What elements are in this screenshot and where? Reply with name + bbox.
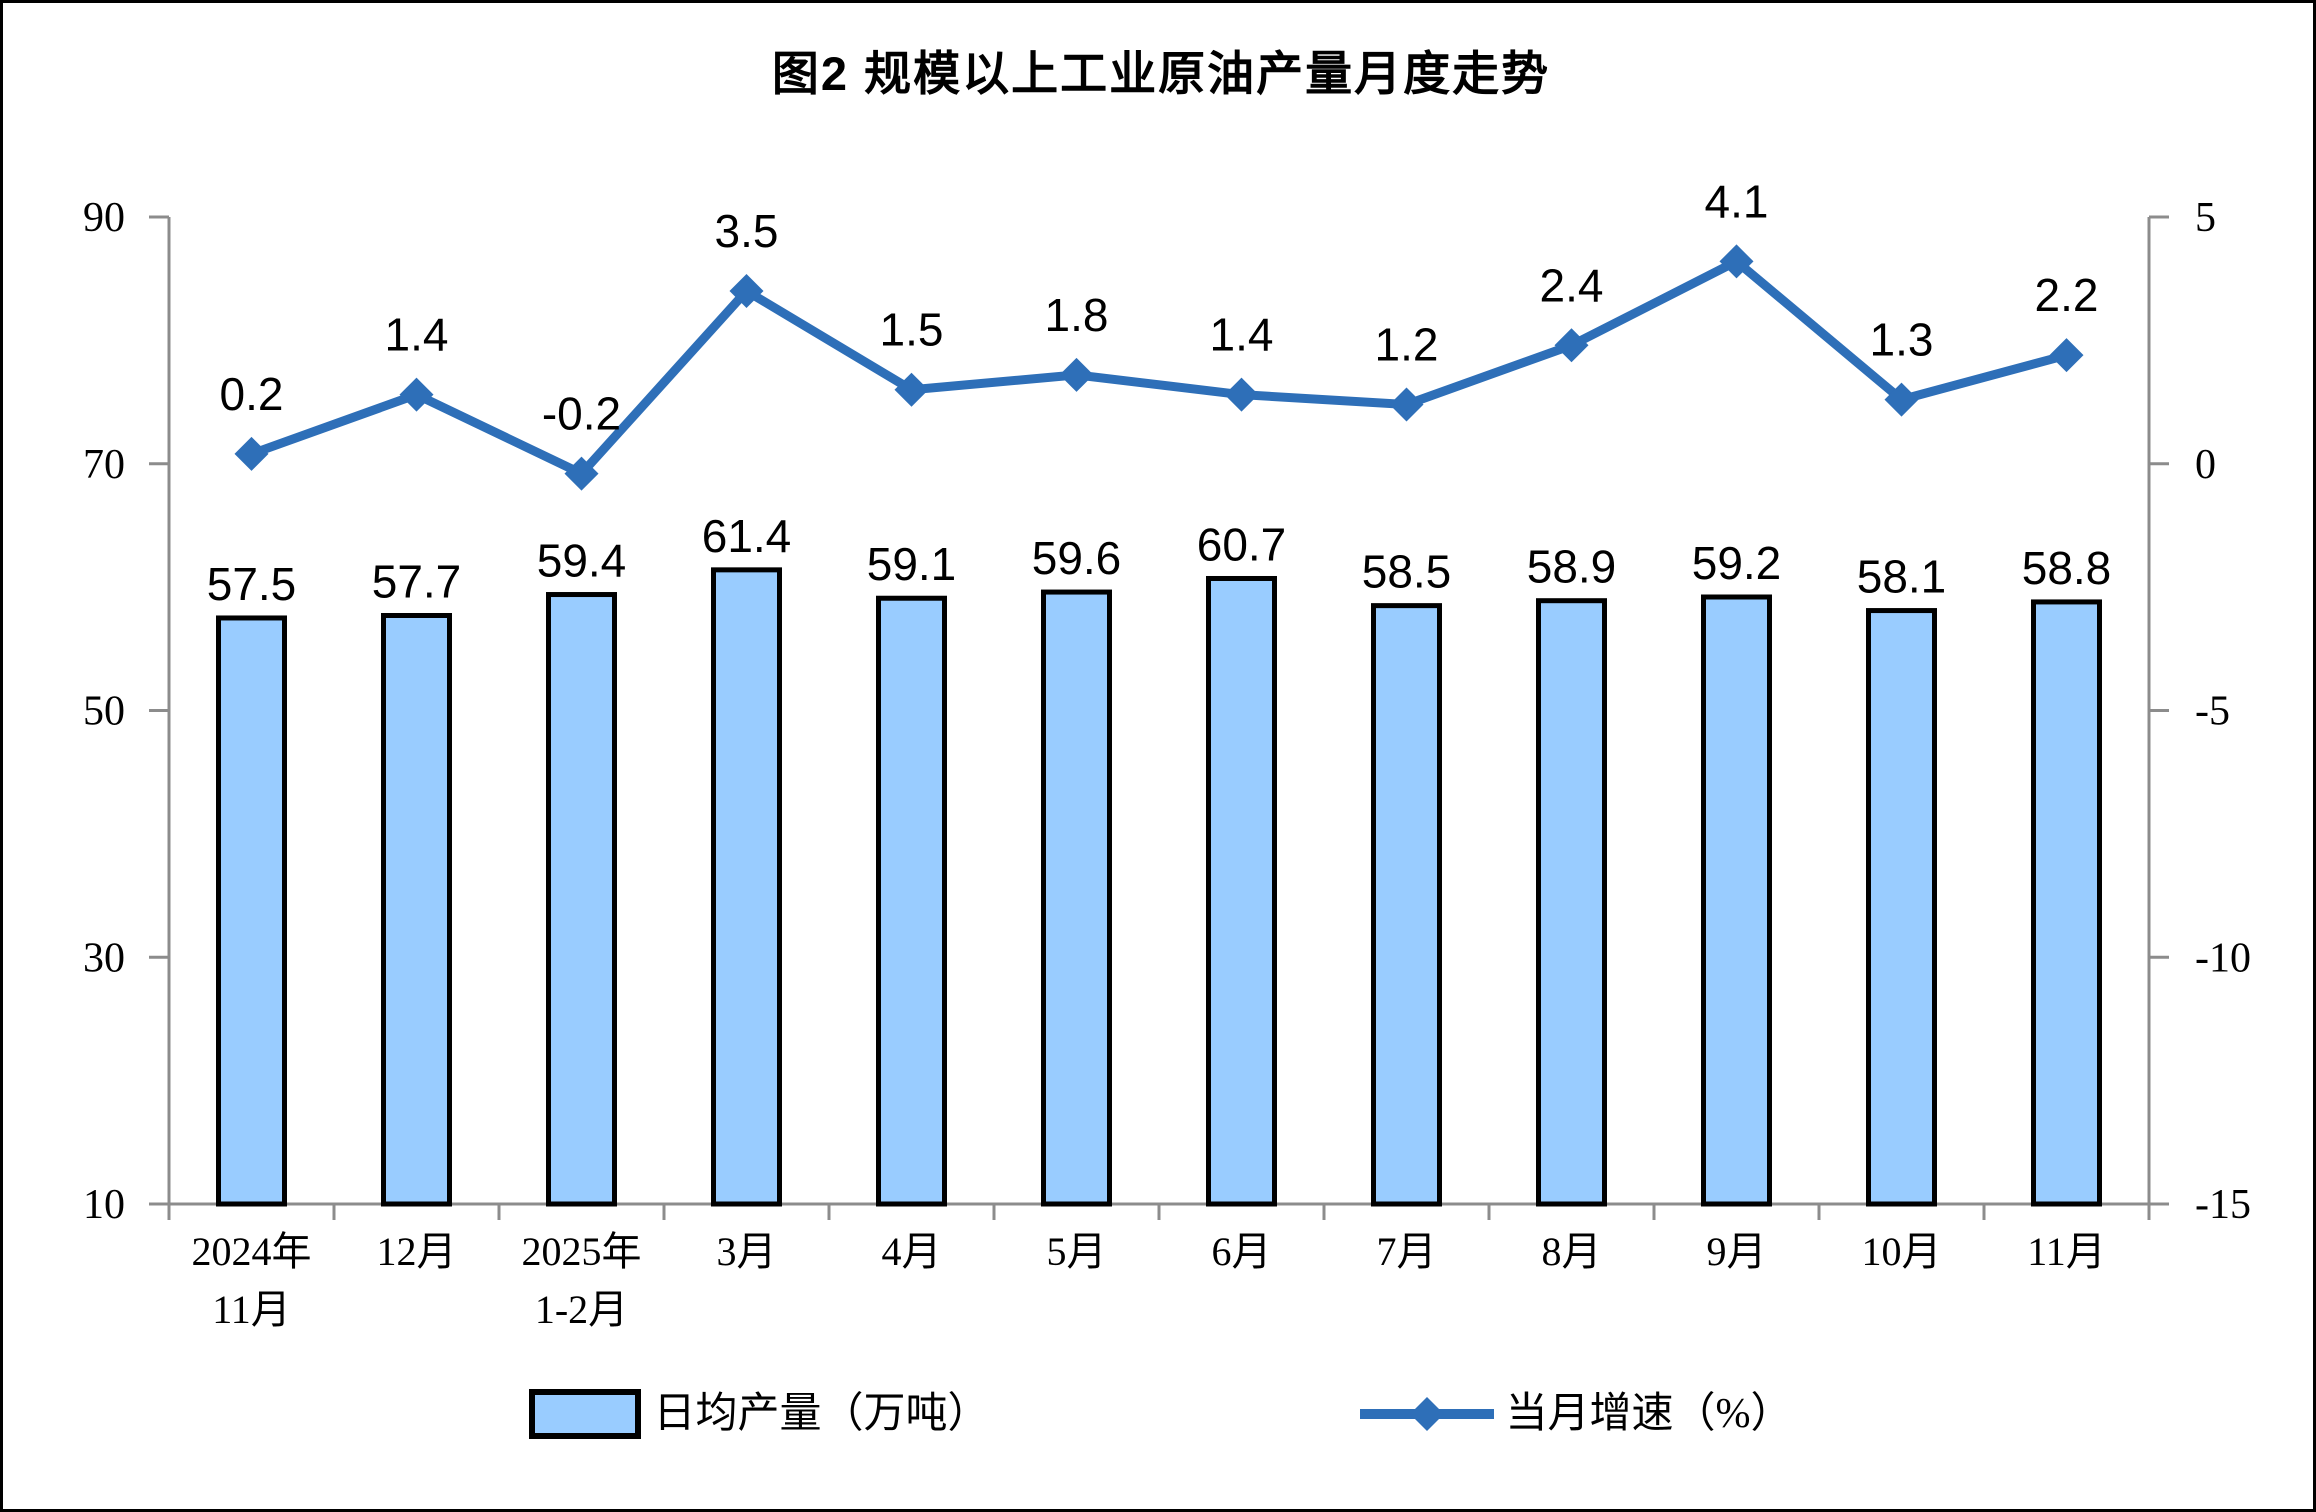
x-axis-category-label: 10月 <box>1862 1229 1942 1274</box>
left-axis-tick-label: 70 <box>83 442 125 488</box>
bar <box>216 615 287 1207</box>
bar <box>1041 589 1112 1207</box>
bar <box>546 592 617 1207</box>
bar-value-label: 59.4 <box>537 535 627 587</box>
bar-value-label: 57.5 <box>207 558 297 610</box>
x-axis-category-label: 11月 <box>212 1287 291 1332</box>
line-marker-diamond-icon <box>399 377 434 412</box>
line-value-label: -0.2 <box>542 388 621 440</box>
chart-title: 图2 规模以上工业原油产量月度走势 <box>771 47 1551 100</box>
line-marker-diamond-icon <box>564 456 599 491</box>
bar <box>381 613 452 1207</box>
x-axis-category-label: 8月 <box>1542 1229 1602 1274</box>
legend-item-bar-series: 日均产量（万吨） <box>529 1389 990 1439</box>
legend-item-line-series: 当月增速（%） <box>1359 1391 1793 1437</box>
bar <box>711 567 782 1207</box>
left-axis-tick-label: 90 <box>83 195 125 241</box>
bar <box>1206 575 1277 1207</box>
right-axis-tick-label: -5 <box>2195 689 2230 735</box>
legend-label-line-series: 当月增速（%） <box>1505 1391 1793 1437</box>
line-value-label: 2.4 <box>1540 259 1604 311</box>
line-series-swatch-icon <box>1359 1397 1494 1431</box>
bar-value-label: 57.7 <box>372 556 462 608</box>
x-axis-category-label: 2024年 <box>192 1229 312 1274</box>
bar-value-label: 60.7 <box>1197 518 1287 570</box>
bar-series-swatch-icon <box>529 1389 642 1439</box>
line-marker-diamond-icon <box>894 372 929 407</box>
x-axis-category-label: 6月 <box>1212 1229 1272 1274</box>
line-value-label: 4.1 <box>1705 175 1769 227</box>
line-value-label: 2.2 <box>2035 269 2099 321</box>
x-axis-category-label: 5月 <box>1047 1229 1107 1274</box>
left-axis-tick-label: 10 <box>83 1182 125 1228</box>
bar <box>1701 594 1772 1207</box>
line-marker-diamond-icon <box>1554 328 1589 363</box>
x-axis-category-label: 11月 <box>2027 1229 2106 1274</box>
bar-value-label: 58.1 <box>1857 551 1947 603</box>
line-marker-diamond-icon <box>1059 357 1094 392</box>
x-axis-category-label: 1-2月 <box>535 1287 628 1332</box>
line-value-label: 1.2 <box>1375 319 1439 371</box>
chart-legend: 日均产量（万吨） 当月增速（%） <box>3 1389 2313 1439</box>
line-value-label: 1.3 <box>1870 314 1934 366</box>
bar <box>876 595 947 1207</box>
x-axis-category-label: 2025年 <box>522 1229 642 1274</box>
line-value-label: 1.4 <box>1210 309 1274 361</box>
bar <box>1371 603 1442 1207</box>
line-series-path <box>249 256 2068 480</box>
left-axis-tick-label: 50 <box>83 689 125 735</box>
x-axis-category-label: 4月 <box>882 1229 942 1274</box>
left-axis-tick-label: 30 <box>83 935 125 981</box>
line-marker-diamond-icon <box>1884 382 1919 417</box>
bar-value-label: 58.5 <box>1362 546 1452 598</box>
x-axis-category-label: 12月 <box>377 1229 457 1274</box>
x-axis-category-label: 9月 <box>1707 1229 1767 1274</box>
bar-value-label: 59.6 <box>1032 532 1122 584</box>
bar-value-label: 59.2 <box>1692 537 1782 589</box>
bar-value-label: 58.8 <box>2022 542 2112 594</box>
right-axis-tick-label: 0 <box>2195 442 2216 488</box>
line-marker-diamond-icon <box>2049 338 2084 373</box>
line-marker-diamond-icon <box>234 436 269 471</box>
right-axis-tick-label: -10 <box>2195 935 2251 981</box>
bar <box>1536 598 1607 1207</box>
bar <box>2031 599 2102 1207</box>
line-marker-diamond-icon <box>729 274 764 309</box>
line-marker-diamond-icon <box>1224 377 1259 412</box>
bar-value-label: 59.1 <box>867 538 957 590</box>
x-axis-category-label: 7月 <box>1377 1229 1437 1274</box>
bar-value-label: 61.4 <box>702 510 792 562</box>
right-axis-tick-label: -15 <box>2195 1182 2251 1228</box>
bar-value-label: 58.9 <box>1527 541 1617 593</box>
line-value-label: 1.4 <box>385 309 449 361</box>
line-marker-diamond-icon <box>1719 244 1754 279</box>
right-axis-tick-label: 5 <box>2195 195 2216 241</box>
legend-label-bar-series: 日均产量（万吨） <box>653 1391 990 1437</box>
line-value-label: 3.5 <box>715 205 779 257</box>
line-value-label: 1.5 <box>880 304 944 356</box>
legend-diamond-icon <box>1409 1397 1444 1431</box>
line-value-label: 1.8 <box>1045 289 1109 341</box>
line-marker-diamond-icon <box>1389 387 1424 422</box>
x-axis-category-label: 3月 <box>717 1229 777 1274</box>
line-value-label: 0.2 <box>220 368 284 420</box>
bar <box>1866 608 1937 1207</box>
